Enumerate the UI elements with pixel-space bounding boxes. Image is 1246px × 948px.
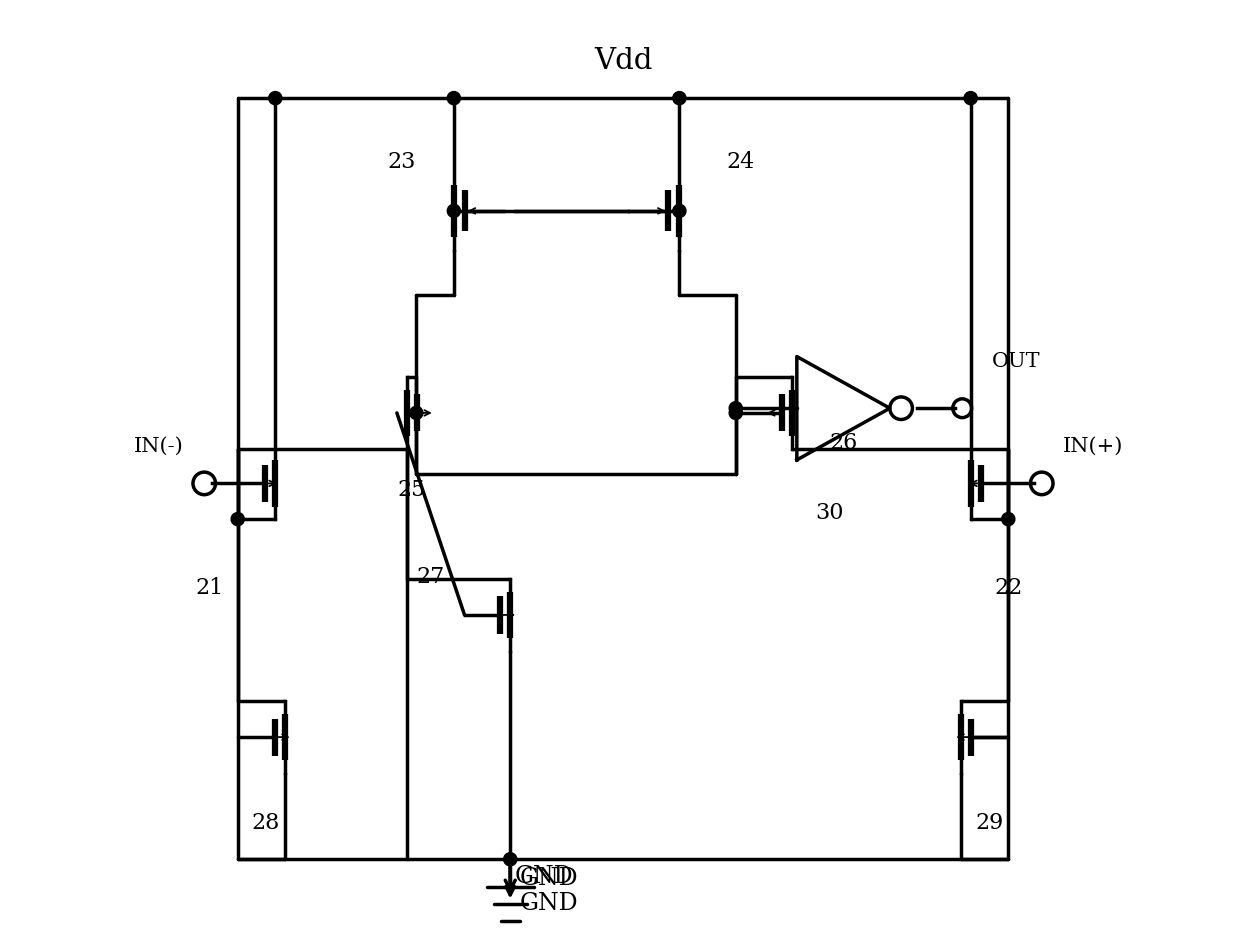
Text: OUT: OUT: [992, 352, 1040, 371]
Circle shape: [729, 402, 743, 415]
Text: IN(+): IN(+): [1063, 436, 1123, 455]
Text: GND: GND: [515, 865, 573, 887]
Text: Vdd: Vdd: [594, 46, 652, 75]
Text: GND: GND: [520, 892, 578, 915]
Text: 22: 22: [994, 577, 1023, 599]
Text: 27: 27: [416, 566, 445, 589]
Text: GND: GND: [520, 866, 578, 889]
Circle shape: [964, 92, 977, 104]
Circle shape: [447, 205, 461, 217]
Circle shape: [1002, 513, 1014, 526]
Text: 29: 29: [976, 812, 1003, 834]
Text: 23: 23: [388, 152, 416, 173]
Text: 30: 30: [815, 502, 844, 524]
Text: 26: 26: [830, 431, 858, 454]
Text: 24: 24: [726, 152, 755, 173]
Circle shape: [232, 513, 244, 526]
Circle shape: [410, 407, 422, 420]
Circle shape: [729, 407, 743, 420]
Circle shape: [447, 92, 461, 104]
Text: 21: 21: [196, 577, 224, 599]
Circle shape: [503, 852, 517, 866]
Text: 28: 28: [252, 812, 280, 834]
Circle shape: [673, 205, 687, 217]
Text: 25: 25: [397, 479, 426, 501]
Text: IN(-): IN(-): [133, 436, 183, 455]
Circle shape: [673, 92, 687, 104]
Circle shape: [269, 92, 282, 104]
